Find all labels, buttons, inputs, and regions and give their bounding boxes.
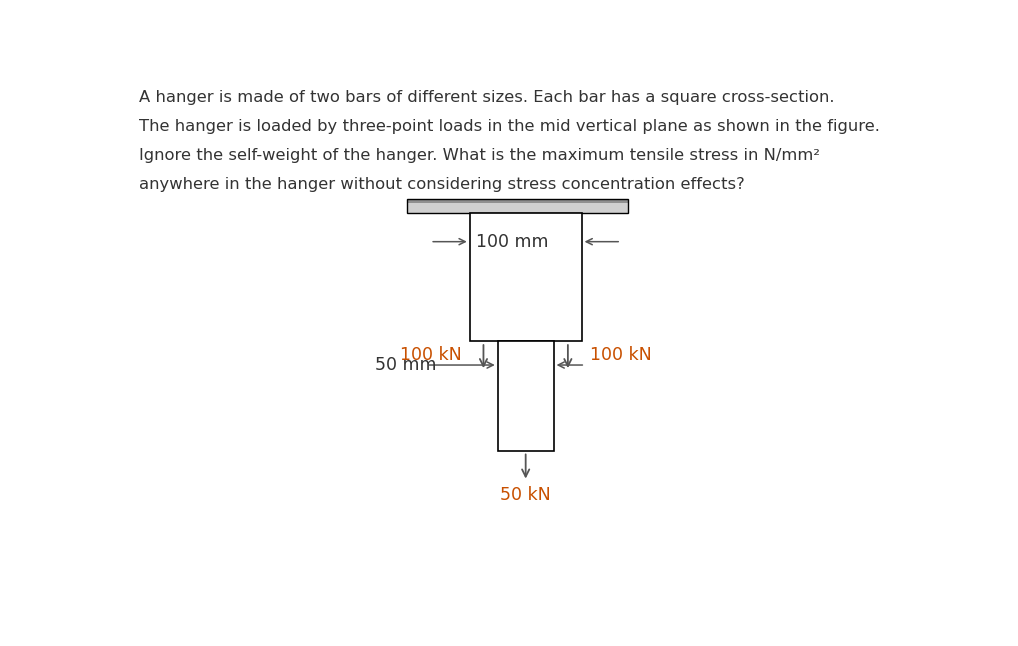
Bar	[407, 200, 628, 203]
Bar	[407, 203, 628, 213]
Text: 100 mm: 100 mm	[476, 233, 549, 251]
Text: 100 kN: 100 kN	[400, 346, 462, 364]
Bar	[469, 213, 581, 341]
Text: anywhere in the hanger without considering stress concentration effects?: anywhere in the hanger without consideri…	[139, 176, 745, 191]
Text: 50 kN: 50 kN	[500, 486, 551, 505]
Text: 100 kN: 100 kN	[589, 346, 652, 364]
Text: The hanger is loaded by three-point loads in the mid vertical plane as shown in : The hanger is loaded by three-point load…	[139, 119, 880, 134]
Text: Ignore the self-weight of the hanger. What is the maximum tensile stress in N/mm: Ignore the self-weight of the hanger. Wh…	[139, 148, 821, 163]
Bar	[407, 200, 628, 213]
Bar	[498, 341, 554, 451]
Text: A hanger is made of two bars of different sizes. Each bar has a square cross-sec: A hanger is made of two bars of differen…	[139, 90, 835, 105]
Text: 50 mm: 50 mm	[376, 356, 437, 374]
